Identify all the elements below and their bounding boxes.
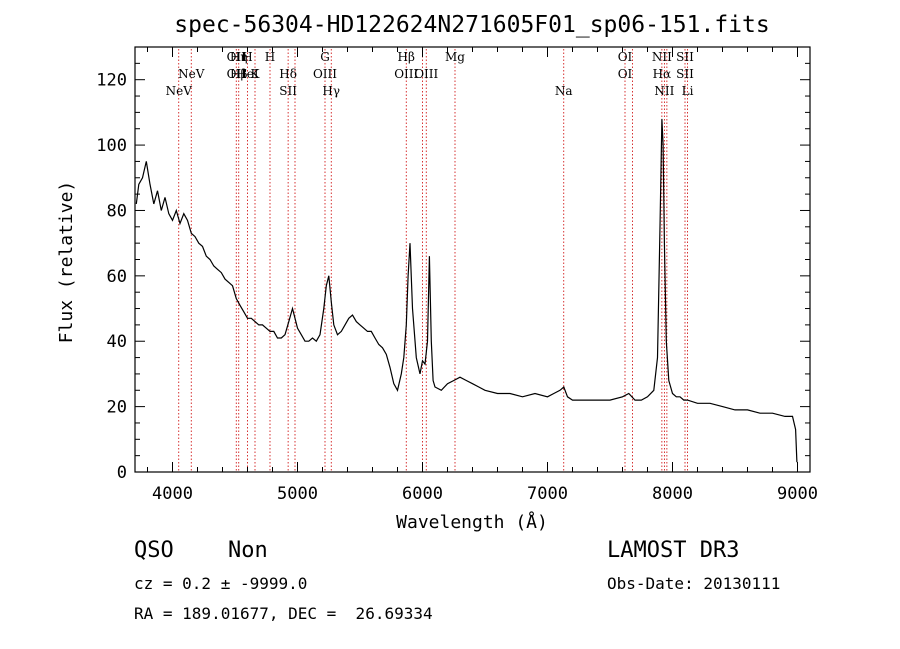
obs-date: Obs-Date: 20130111: [607, 574, 781, 593]
line-label: H: [265, 50, 275, 64]
x-tick-label: 8000: [652, 484, 693, 504]
line-label-secondary: SII: [279, 84, 297, 98]
line-label-secondary: OIII: [394, 67, 418, 81]
emission-line-markers: [178, 49, 688, 472]
spectrum-line: [135, 118, 798, 463]
line-label-secondary: OIII: [313, 67, 337, 81]
y-tick-label: 80: [107, 201, 127, 221]
line-label-secondary: Hβ: [230, 67, 247, 81]
y-axis-label: Flux (relative): [56, 181, 77, 344]
chart-title: spec-56304-HD122624N271605F01_sp06-151.f…: [174, 12, 769, 38]
y-tick-label: 40: [107, 332, 127, 352]
line-label: Hδ: [279, 67, 297, 81]
line-label: H: [242, 50, 252, 64]
line-label: Na: [555, 84, 573, 98]
line-label-secondary: OI: [618, 67, 633, 81]
line-label: NII: [652, 50, 672, 64]
line-label: Hη: [230, 50, 248, 64]
line-label-secondary: OII: [227, 67, 247, 81]
line-label: OIII: [414, 67, 438, 81]
y-tick-label: 20: [107, 398, 127, 418]
line-label: G: [320, 50, 330, 64]
line-label: Hβ: [398, 50, 415, 64]
line-label-secondary: SII: [676, 67, 694, 81]
x-tick-label: 7000: [527, 484, 568, 504]
coordinates-text: RA = 189.01677, DEC = 26.69334: [134, 604, 433, 623]
y-axis-ticks: 0 20 40 60 80 100 120: [96, 46, 810, 483]
line-label: OI: [618, 50, 633, 64]
line-label: Li: [682, 84, 694, 98]
line-label-secondary: Hα: [653, 67, 672, 81]
y-tick-label: 60: [107, 267, 127, 287]
line-label: NeV: [166, 84, 193, 98]
line-label: Mg: [445, 50, 465, 64]
line-label-secondary: NII: [654, 84, 674, 98]
x-tick-label: 5000: [277, 484, 318, 504]
line-label: NeV: [178, 67, 205, 81]
object-class: QSO: [134, 538, 174, 563]
line-label: Hγ: [322, 84, 340, 98]
x-tick-label: 6000: [402, 484, 443, 504]
x-tick-label: 9000: [777, 484, 818, 504]
y-tick-label: 120: [96, 71, 127, 91]
line-label-secondary: HeI: [236, 67, 259, 81]
x-axis-ticks: 4000 5000 6000 7000 8000 9000: [147, 47, 818, 504]
redshift-text: cz = 0.2 ± -9999.0: [134, 574, 308, 593]
y-tick-label: 100: [96, 136, 127, 156]
line-label: K: [251, 67, 261, 81]
line-label: SII: [676, 50, 694, 64]
emission-line-labels: NeVNeVOIIOIIHηHβHHeIKHHδSIIGOIIIHγHβOIII…: [166, 50, 695, 98]
survey-label: LAMOST DR3: [607, 538, 740, 563]
object-subclass: Non: [228, 538, 268, 563]
x-tick-label: 4000: [152, 484, 193, 504]
line-label: OII: [227, 50, 247, 64]
x-axis-label: Wavelength (Å): [396, 511, 548, 533]
y-tick-label: 0: [117, 463, 127, 483]
